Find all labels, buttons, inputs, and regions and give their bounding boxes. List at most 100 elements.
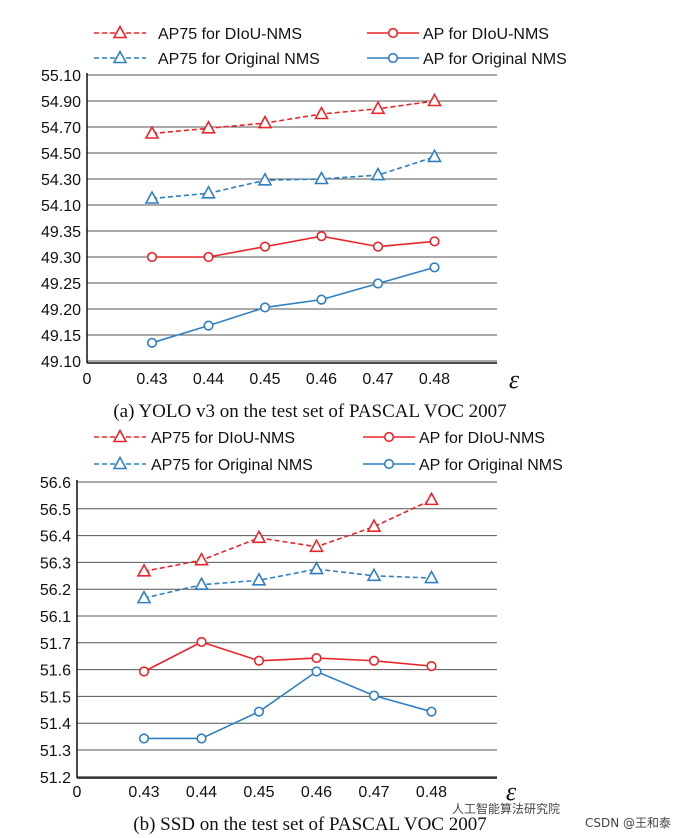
y-tick-label: 56.6 bbox=[40, 475, 71, 492]
y-tick-label: 49.35 bbox=[41, 224, 81, 241]
series-ap75-for-diou-nms bbox=[144, 92, 442, 139]
series-ap-for-original-nms bbox=[146, 262, 440, 348]
circle-marker bbox=[383, 431, 395, 443]
y-tick-label: 55.10 bbox=[41, 68, 81, 85]
x-tick-label: 0.43 bbox=[128, 784, 159, 801]
x-tick-label: 0.45 bbox=[249, 371, 280, 388]
series-ap-for-original-nms bbox=[138, 666, 437, 744]
series-ap75-for-original-nms bbox=[136, 560, 439, 604]
series-line bbox=[151, 266, 435, 344]
x-tick-label: 0.47 bbox=[358, 784, 389, 801]
y-tick-label: 56.4 bbox=[40, 529, 71, 546]
circle-marker bbox=[429, 236, 440, 247]
x-tick-label: 0.48 bbox=[419, 371, 450, 388]
circle-marker bbox=[372, 241, 384, 252]
triangle-marker bbox=[424, 569, 439, 584]
circle-marker bbox=[259, 241, 271, 252]
y-tick-label: 54.10 bbox=[41, 198, 81, 215]
triangle-marker bbox=[144, 125, 160, 139]
legend-label: AP for DIoU-NMS bbox=[423, 26, 549, 43]
y-tick-label: 51.5 bbox=[40, 689, 71, 706]
series-ap-for-diou-nms bbox=[146, 231, 440, 263]
y-tick-label: 54.70 bbox=[41, 120, 81, 137]
legend-item: AP for Original NMS bbox=[367, 51, 567, 68]
circle-marker bbox=[426, 661, 437, 672]
circle-marker bbox=[146, 251, 158, 263]
triangle-marker bbox=[309, 538, 324, 553]
x-axis-symbol: ε bbox=[506, 777, 517, 806]
triangle-marker bbox=[251, 529, 267, 544]
triangle-marker bbox=[370, 100, 386, 115]
legend-label: AP for DIoU-NMS bbox=[419, 430, 545, 447]
origin-label: 0 bbox=[83, 371, 92, 388]
x-axis-symbol: ε bbox=[509, 365, 520, 394]
circle-marker bbox=[429, 262, 440, 273]
triangle-marker bbox=[257, 172, 273, 186]
triangle-marker bbox=[194, 576, 209, 591]
series-line bbox=[143, 641, 432, 673]
x-tick-label: 0.45 bbox=[243, 784, 274, 801]
circle-marker bbox=[387, 52, 399, 64]
y-tick-label: 49.20 bbox=[41, 302, 81, 319]
circle-marker bbox=[253, 706, 265, 717]
triangle-marker bbox=[112, 24, 128, 39]
triangle-marker bbox=[427, 148, 442, 163]
circle-marker bbox=[387, 27, 399, 39]
x-tick-label: 0.46 bbox=[306, 371, 337, 388]
y-tick-label: 49.25 bbox=[41, 276, 81, 293]
circle-marker bbox=[196, 636, 207, 648]
x-tick-label: 0.47 bbox=[362, 371, 393, 388]
series-line bbox=[143, 499, 432, 573]
x-tick-label: 0.44 bbox=[186, 784, 217, 801]
legend-item: AP75 for DIoU-NMS bbox=[94, 24, 302, 43]
circle-marker bbox=[372, 278, 384, 289]
legend-item: AP75 for Original NMS bbox=[94, 455, 313, 474]
circle-marker bbox=[146, 337, 158, 348]
y-tick-label: 56.3 bbox=[40, 555, 71, 572]
circle-marker bbox=[138, 666, 150, 677]
circle-marker bbox=[316, 294, 327, 305]
y-tick-label: 54.90 bbox=[41, 94, 81, 111]
legend-item: AP for Original NMS bbox=[363, 457, 563, 474]
x-tick-label: 0.46 bbox=[301, 784, 332, 801]
triangle-marker bbox=[194, 551, 209, 566]
y-tick-label: 54.50 bbox=[41, 146, 81, 163]
circle-marker bbox=[311, 652, 322, 664]
triangle-marker bbox=[112, 49, 128, 64]
series-ap-for-diou-nms bbox=[138, 636, 437, 677]
y-tick-label: 51.6 bbox=[40, 663, 71, 680]
triangle-marker bbox=[144, 190, 160, 204]
triangle-marker bbox=[201, 120, 216, 134]
triangle-marker bbox=[136, 589, 152, 604]
watermark-source: 人工智能算法研究院 bbox=[452, 802, 561, 816]
y-tick-label: 49.30 bbox=[41, 250, 81, 267]
legend-item: AP75 for Original NMS bbox=[94, 49, 320, 68]
triangle-marker bbox=[366, 518, 382, 532]
series-line bbox=[151, 156, 435, 200]
legend-label: AP75 for DIoU-NMS bbox=[158, 26, 302, 43]
figure-caption: (a) YOLO v3 on the test set of PASCAL VO… bbox=[113, 401, 506, 422]
series-ap75-for-diou-nms bbox=[136, 491, 439, 577]
triangle-marker bbox=[136, 563, 152, 577]
y-tick-label: 54.30 bbox=[41, 172, 81, 189]
y-tick-label: 49.10 bbox=[41, 354, 81, 371]
circle-marker bbox=[196, 733, 207, 744]
triangle-marker bbox=[257, 114, 273, 129]
triangle-marker bbox=[314, 170, 329, 185]
chart-yolo-v3: 55.10 54.90 54.70 54.50 54.30 54.10 49.35 49.30… bbox=[41, 24, 567, 422]
x-tick-label: 0.43 bbox=[136, 371, 167, 388]
circle-marker bbox=[253, 655, 265, 666]
legend-label: AP for Original NMS bbox=[419, 457, 563, 474]
series-line bbox=[143, 568, 432, 599]
circle-marker bbox=[203, 251, 214, 263]
series-ap75-for-original-nms bbox=[144, 148, 442, 204]
triangle-marker bbox=[314, 105, 329, 120]
triangle-marker bbox=[112, 455, 128, 470]
circle-marker bbox=[368, 690, 380, 701]
legend-item: AP75 for DIoU-NMS bbox=[94, 428, 295, 447]
circle-marker bbox=[259, 302, 271, 313]
triangle-marker bbox=[201, 185, 216, 199]
triangle-marker bbox=[112, 428, 128, 443]
legend: AP75 for DIoU-NMS AP for DIoU-NMS AP75 for… bbox=[94, 24, 567, 68]
